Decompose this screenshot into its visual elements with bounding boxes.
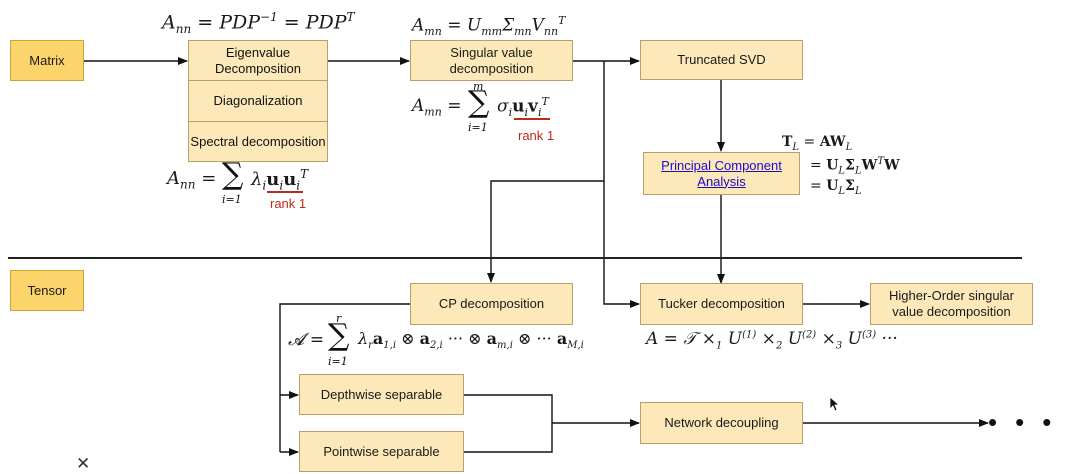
sum-lower-limit: i=1 xyxy=(328,355,348,368)
matrix-label: Matrix xyxy=(10,40,84,81)
formula-svd-terms: σiuiviT xyxy=(497,95,549,120)
network-decoupling-box: Network decoupling xyxy=(640,402,803,444)
rank-underline xyxy=(514,118,550,120)
sum-symbol: ∑ xyxy=(222,157,244,192)
formula-eig-top: Ann = PDP−1 = PDPT xyxy=(162,10,355,37)
eigen-group: Eigenvalue Decomposition Diagonalization… xyxy=(188,40,328,162)
formula-svd-top: Amn = UmmΣmnVnnT xyxy=(412,14,566,39)
truncated-svd-box: Truncated SVD xyxy=(640,40,803,80)
arrow-svd-to-tucker xyxy=(603,181,640,308)
pca-link[interactable]: Principal Component Analysis xyxy=(661,157,782,189)
formula-svd-bottom: Amn = xyxy=(412,96,462,119)
depthwise-separable-box: Depthwise separable xyxy=(299,374,464,415)
formula-pca-line3: = ULΣL xyxy=(810,178,862,197)
hosvd-box: Higher-Order singular value decompositio… xyxy=(870,283,1033,325)
rank1-eig-annotation: rank 1 xyxy=(270,196,307,211)
formula-pca-line2: = ULΣLWTW xyxy=(810,156,900,177)
mouse-cursor-icon xyxy=(829,396,841,412)
pointwise-separable-box: Pointwise separable xyxy=(299,431,464,472)
line-cp-trunk xyxy=(279,303,410,452)
rank-underline xyxy=(267,191,303,193)
diagonalization-box: Diagonalization xyxy=(189,81,327,122)
eigenvalue-decomposition-box: Eigenvalue Decomposition xyxy=(189,41,327,81)
sum-upper-limit: r xyxy=(336,312,342,325)
line-merge xyxy=(464,394,553,453)
spectral-decomposition-box: Spectral decomposition xyxy=(190,134,326,149)
arrow-svd-to-cp xyxy=(487,61,605,283)
tensor-label: Tensor xyxy=(10,270,84,311)
sum-upper-limit: m xyxy=(473,80,484,93)
sum-symbol: ∑ xyxy=(468,85,490,120)
rank1-svd-annotation: rank 1 xyxy=(518,128,555,143)
formula-cp-terms: λra1,i ⊗ a2,i ··· ⊗ am,i ⊗ ··· aM,i xyxy=(358,329,584,352)
formula-cp: 𝓐 = xyxy=(288,330,325,350)
formula-eig-bottom: Ann = xyxy=(167,168,217,192)
sum-lower-limit: i=1 xyxy=(468,121,488,134)
ellipsis-icon: ••• xyxy=(988,407,1070,437)
close-icon[interactable]: ✕ xyxy=(76,454,91,473)
tucker-decomposition-box: Tucker decomposition xyxy=(640,283,803,325)
formula-eig-terms: λiuiuiT xyxy=(251,167,309,193)
pca-box: Principal Component Analysis xyxy=(643,152,800,195)
svd-box: Singular value decomposition xyxy=(410,40,573,81)
sum-lower-limit: i=1 xyxy=(222,193,242,206)
matrix-tensor-divider xyxy=(8,257,1022,259)
formula-pca-line1: TL = AWL xyxy=(782,134,853,153)
cp-decomposition-box: CP decomposition xyxy=(410,283,573,325)
sum-symbol: ∑ xyxy=(328,318,350,353)
formula-tucker: A = 𝒯 ×1 U(1) ×2 U(2) ×3 U(3) ··· xyxy=(646,329,898,352)
